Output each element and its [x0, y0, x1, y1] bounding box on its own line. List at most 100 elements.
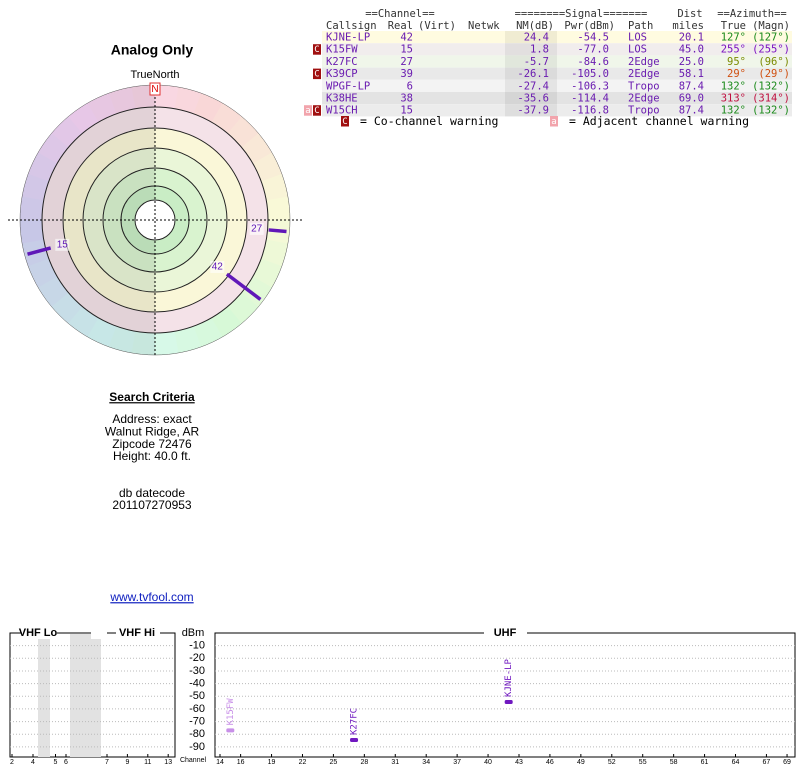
- nm-shade: [505, 31, 557, 44]
- outer-band: [107, 325, 136, 353]
- datecode: 201107270953: [112, 498, 192, 512]
- row-bg: [322, 31, 792, 44]
- header-group: ==Azimuth==: [717, 8, 787, 20]
- cell-magn: (314°): [752, 93, 790, 105]
- outer-band: [27, 257, 58, 288]
- station-label: K15FW: [226, 698, 236, 726]
- cell-nm: -37.9: [517, 105, 549, 117]
- outer-band: [210, 306, 242, 338]
- outer-band: [22, 172, 50, 201]
- bearing-label: 27: [251, 224, 263, 235]
- header-group: ==Channel==: [365, 8, 435, 20]
- station-bar: [350, 738, 359, 743]
- cell-dist: 25.0: [679, 56, 704, 68]
- section-label: VHF Hi: [119, 627, 155, 639]
- datecode-label: db datecode: [119, 486, 185, 500]
- cell-true: 132°: [721, 80, 746, 92]
- cell-dist: 87.4: [679, 80, 704, 92]
- legend-mark: C: [342, 117, 347, 127]
- legend-text: = Co-channel warning: [360, 114, 498, 128]
- bearing-label: 42: [212, 262, 224, 273]
- panel: [214, 632, 796, 758]
- bearing-label: 15: [57, 239, 69, 250]
- cell-true: 95°: [727, 56, 746, 68]
- warning-mark: C: [314, 45, 319, 55]
- x-tick-label: 6: [64, 759, 68, 766]
- bearing-label-bg: [210, 260, 225, 273]
- outer-band: [130, 331, 155, 355]
- row-bg: [322, 104, 792, 117]
- x-tick-label: 58: [670, 759, 678, 766]
- cell-callsign: K39CP: [326, 68, 358, 80]
- cell-path: Tropo: [628, 105, 660, 117]
- header-group: ========Signal=======: [515, 8, 648, 20]
- section-label: UHF: [494, 627, 517, 639]
- ring: [82, 147, 228, 293]
- y-tick-label: -30: [189, 665, 205, 677]
- row-bg: [322, 43, 792, 56]
- x-tick-label: 16: [237, 759, 245, 766]
- cell-dist: 69.0: [679, 93, 704, 105]
- x-tick-label: 55: [639, 759, 647, 766]
- band-gap: [38, 634, 50, 757]
- cell-magn: (127°): [752, 32, 790, 44]
- inner-white: [135, 200, 175, 240]
- legend-badge: [550, 116, 558, 127]
- header-cell: True: [721, 20, 746, 32]
- outer-band: [20, 218, 44, 244]
- station-bar: [226, 728, 235, 733]
- cell-path: 2Edge: [628, 56, 660, 68]
- row-bg: [322, 92, 792, 105]
- bearing-line: [225, 272, 262, 301]
- section-bg: [484, 627, 527, 639]
- header-cell: Path: [628, 20, 653, 32]
- y-axis-label: dBm: [182, 627, 205, 639]
- ring: [62, 127, 248, 313]
- cell-path: Tropo: [628, 80, 660, 92]
- x-tick-label: 64: [732, 759, 740, 766]
- x-tick-label: 22: [299, 759, 307, 766]
- cell-callsign: WPGF-LP: [326, 80, 370, 92]
- site-link[interactable]: www.tvfool.com: [109, 590, 193, 604]
- x-tick-label: 9: [125, 759, 129, 766]
- cell-nm: 24.4: [524, 32, 549, 44]
- x-tick-label: 34: [422, 759, 430, 766]
- cell-path: LOS: [628, 32, 647, 44]
- outer-band: [20, 195, 44, 220]
- cell-pwr: -106.3: [571, 80, 609, 92]
- legend-text: = Adjacent channel warning: [569, 114, 749, 128]
- cell-path: 2Edge: [628, 68, 660, 80]
- row-bg: [322, 79, 792, 92]
- ring: [102, 167, 208, 273]
- section-bg: [116, 627, 160, 639]
- outer-band: [108, 86, 137, 114]
- shade: [20, 85, 155, 355]
- cell-true: 29°: [727, 68, 746, 80]
- nm-shade: [505, 104, 557, 117]
- outer-band: [153, 331, 179, 355]
- cell-pwr: -114.4: [571, 93, 609, 105]
- x-tick-label: 13: [164, 759, 172, 766]
- nm-shade: [505, 43, 557, 56]
- header-cell: Real: [388, 20, 413, 32]
- header-cell: (Magn): [752, 20, 790, 32]
- search-line: Address: exact: [112, 412, 192, 426]
- cell-magn: (255°): [752, 44, 790, 56]
- outer-band: [155, 85, 180, 109]
- nm-shade: [505, 67, 557, 80]
- y-tick-label: -50: [189, 690, 205, 702]
- section-bg: [91, 627, 107, 639]
- cell-true: 127°: [721, 32, 746, 44]
- cell-real: 6: [407, 80, 413, 92]
- cell-real: 38: [400, 93, 413, 105]
- cell-nm: -27.4: [517, 80, 549, 92]
- search-line: Walnut Ridge, AR: [105, 424, 200, 438]
- cell-true: 313°: [721, 93, 746, 105]
- x-tick-label: 19: [268, 759, 276, 766]
- cell-real: 42: [400, 32, 413, 44]
- warning-mark: C: [314, 70, 319, 80]
- warning-badge: [313, 105, 321, 116]
- station-label: KJNE-LP: [504, 658, 514, 697]
- x-tick-label: 40: [484, 759, 492, 766]
